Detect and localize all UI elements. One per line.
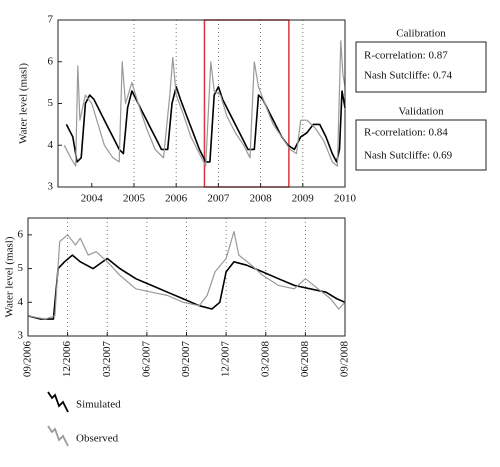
y-tick-label: 6 — [18, 228, 24, 240]
highlight-box — [203, 19, 290, 188]
y-tick-label: 3 — [48, 181, 54, 193]
plot-frame — [27, 217, 346, 337]
y-tick-label: 5 — [48, 97, 54, 109]
legend-label: Simulated — [76, 399, 121, 411]
stats-title: Validation — [398, 106, 444, 118]
stats-line: Nash Sutcliffe: 0.74 — [364, 70, 453, 82]
stats-title: Calibration — [396, 28, 446, 40]
stats-line: R-correlation: 0.87 — [364, 50, 448, 62]
legend-swatch — [47, 391, 69, 413]
x-tick-label: 09/2006 — [22, 341, 34, 378]
legend-label: Observed — [76, 433, 119, 445]
y-axis-label: Water level (masl) — [4, 236, 16, 317]
x-tick-label: 2010 — [334, 193, 357, 205]
y-tick-label: 4 — [18, 296, 24, 308]
x-tick-label: 09/2007 — [180, 341, 192, 378]
y-axis-label: Water level (masl) — [18, 63, 30, 144]
y-tick-label: 3 — [18, 330, 24, 342]
stats-box — [355, 41, 487, 93]
x-tick-label: 2007 — [207, 193, 230, 205]
x-tick-label: 2005 — [123, 193, 146, 205]
stats-box — [355, 119, 487, 171]
x-tick-label: 03/2008 — [259, 341, 271, 378]
y-tick-label: 7 — [48, 14, 54, 26]
x-tick-label: 06/2007 — [140, 341, 152, 378]
plot-frame — [57, 19, 346, 188]
y-tick-label: 4 — [48, 139, 54, 151]
series-line — [27, 230, 346, 320]
x-tick-label: 12/2006 — [61, 341, 73, 378]
x-tick-label: 2004 — [81, 193, 104, 205]
x-tick-label: 09/2008 — [339, 341, 351, 378]
stats-line: Nash Sutcliffe: 0.69 — [364, 150, 453, 162]
x-tick-label: 06/2008 — [299, 341, 311, 378]
x-tick-label: 12/2007 — [220, 341, 232, 378]
x-tick-label: 2008 — [250, 193, 273, 205]
x-tick-label: 2006 — [165, 193, 188, 205]
y-tick-label: 5 — [18, 262, 24, 274]
x-tick-label: 2009 — [292, 193, 315, 205]
x-tick-label: 03/2007 — [101, 341, 113, 378]
y-tick-label: 6 — [48, 55, 54, 67]
legend-swatch — [47, 425, 69, 447]
series-line — [63, 40, 346, 167]
stats-line: R-correlation: 0.84 — [364, 127, 448, 139]
series-line — [27, 254, 346, 320]
